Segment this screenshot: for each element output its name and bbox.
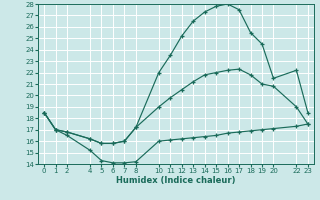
X-axis label: Humidex (Indice chaleur): Humidex (Indice chaleur) xyxy=(116,176,236,185)
